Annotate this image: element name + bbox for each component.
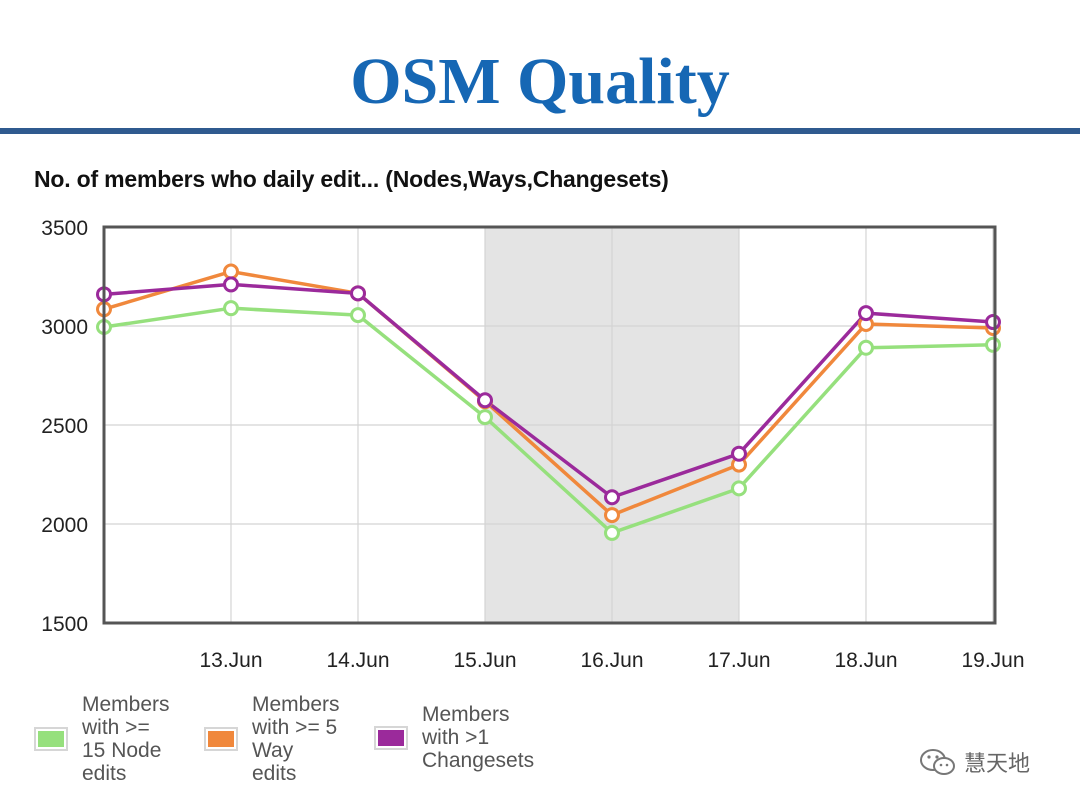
data-point-s3 <box>731 445 747 462</box>
legend-label: Members with >= 5 Way edits <box>252 693 340 785</box>
data-point-s1 <box>731 480 747 497</box>
data-point-s3 <box>604 489 620 506</box>
legend-swatch <box>34 727 68 751</box>
series-line-1 <box>103 306 994 535</box>
watermark-text: 慧天地 <box>964 752 1031 777</box>
title-divider <box>0 128 1080 134</box>
y-tick-label: 2500 <box>41 415 88 438</box>
series-line-3 <box>103 282 994 500</box>
x-tick-label: 14.Jun <box>326 649 389 672</box>
legend-item-3: Members with >1 Changesets <box>374 703 534 772</box>
legend-swatch <box>374 725 408 750</box>
watermark: 慧天地 <box>918 746 1030 778</box>
data-point-s1 <box>604 524 620 541</box>
y-tick-label: 3000 <box>41 316 88 339</box>
x-tick-label: 15.Jun <box>453 649 516 672</box>
chart-title: No. of members who daily edit... (Nodes,… <box>34 166 669 192</box>
legend-item-1: Members with >= 15 Node edits <box>34 693 170 785</box>
y-tick-label: 2000 <box>41 514 88 537</box>
data-point-s1 <box>858 339 874 356</box>
data-point-s1 <box>223 300 239 317</box>
x-tick-label: 17.Jun <box>707 649 770 672</box>
data-point-s2 <box>223 263 239 280</box>
x-tick-label: 18.Jun <box>834 649 897 672</box>
data-point-s3 <box>223 276 239 293</box>
data-point-s3 <box>477 392 493 409</box>
y-tick-label: 3500 <box>41 217 88 240</box>
plot-frame <box>102 225 997 625</box>
data-point-s3 <box>350 285 366 302</box>
legend-label: Members with >1 Changesets <box>422 703 535 772</box>
wechat-icon <box>920 749 955 775</box>
data-point-s2 <box>604 507 620 524</box>
data-point-s1 <box>350 307 366 324</box>
x-tick-label: 16.Jun <box>580 649 643 672</box>
data-point-s1 <box>477 409 493 426</box>
data-point-s3 <box>985 314 1001 331</box>
data-point-s3 <box>858 305 874 322</box>
series-line-2 <box>103 269 994 517</box>
legend-label: Members with >= 15 Node edits <box>82 693 170 785</box>
x-tick-label: 13.Jun <box>199 649 262 672</box>
y-tick-label: 1500 <box>41 613 88 636</box>
legend-item-2: Members with >= 5 Way edits <box>204 693 340 785</box>
legend-swatch <box>204 727 238 751</box>
x-tick-label: 19.Jun <box>961 649 1024 672</box>
slide-title: OSM Quality <box>350 45 730 118</box>
data-point-s1 <box>985 336 1001 353</box>
